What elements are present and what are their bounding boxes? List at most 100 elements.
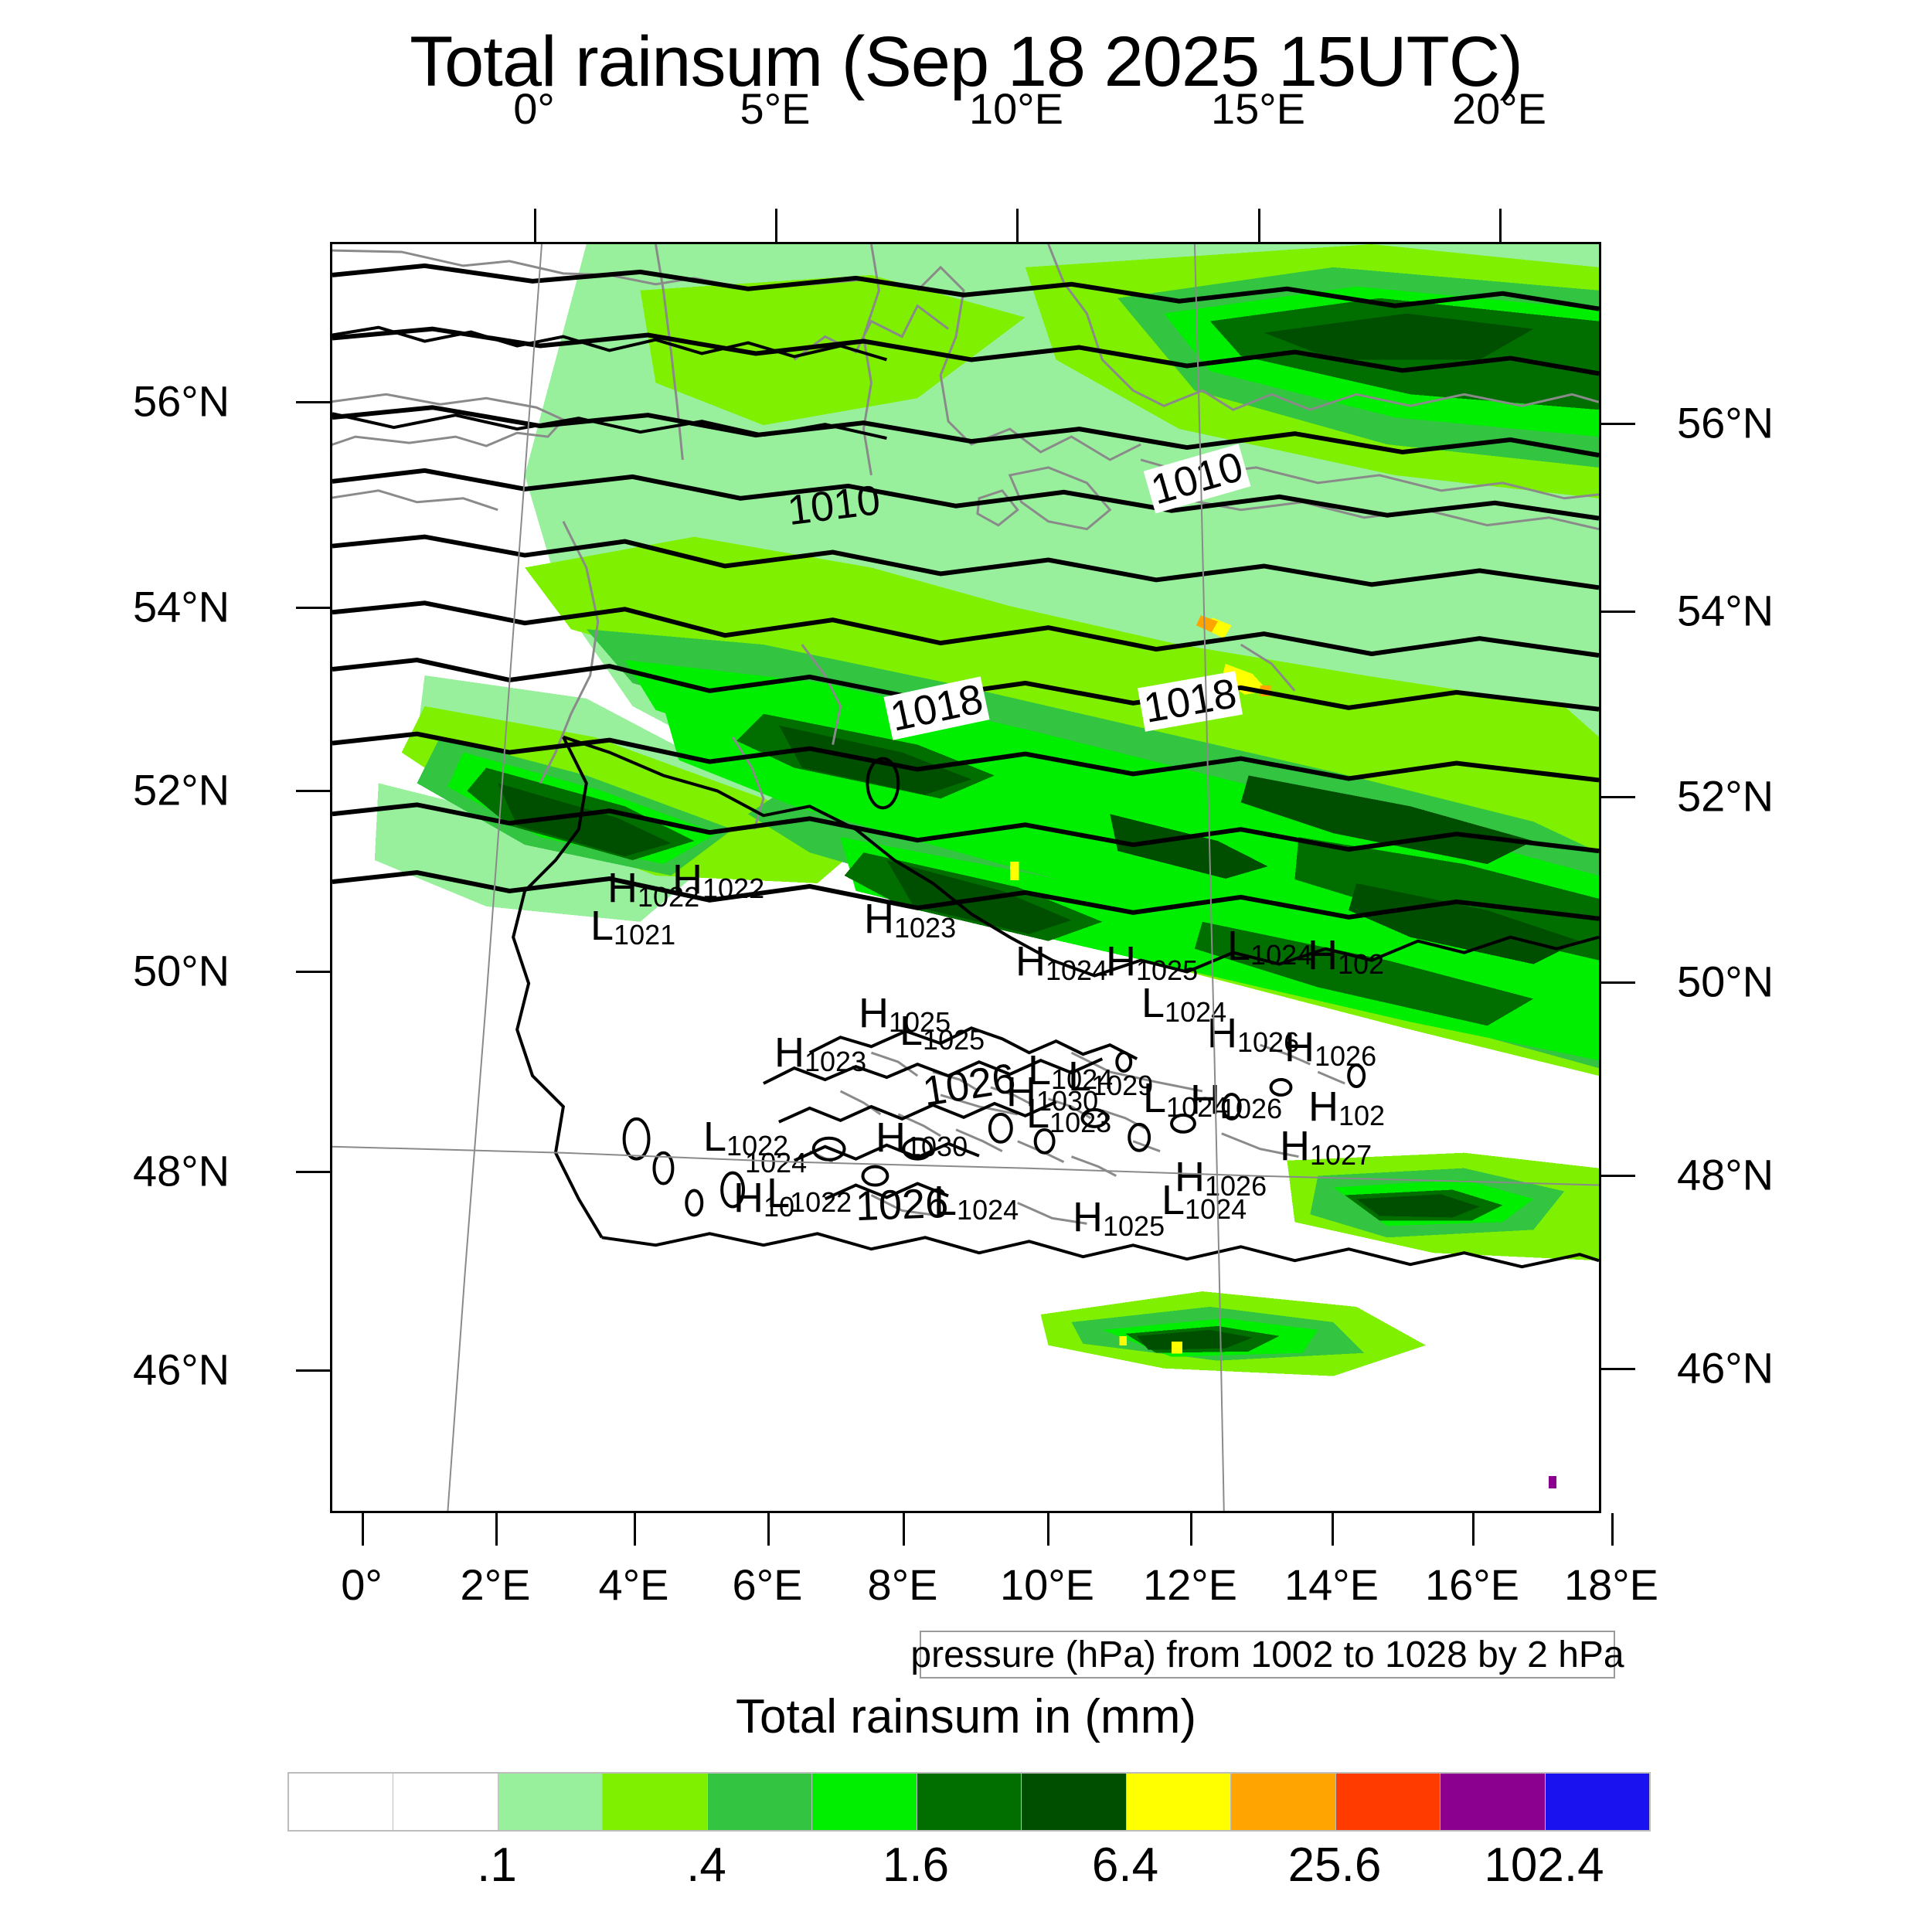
colorbar-cell: [603, 1774, 708, 1830]
axis-tick-mark: [1047, 1513, 1049, 1546]
precip-band-darkest-green: [1264, 313, 1534, 360]
pressure-center-high: H1022: [607, 867, 699, 911]
colorbar-cell: [1335, 1774, 1441, 1830]
axis-tick-mark: [362, 1513, 364, 1546]
axis-tick-mark: [296, 971, 330, 973]
pressure-center-value: 1024: [1185, 1193, 1247, 1225]
pressure-legend: pressure (hPa) from 1002 to 1028 by 2 hP…: [910, 1631, 1624, 1679]
pressure-center-value: 1024: [957, 1194, 1019, 1226]
axis-tick-mark: [1611, 1513, 1614, 1546]
bottom-axis-tick-5: 10°E: [999, 1560, 1095, 1609]
axis-tick-mark: [1472, 1513, 1475, 1546]
right-axis-tick-5: 46°N: [1677, 1343, 1774, 1393]
map-panel[interactable]: 1010 1010 1018 1018 1026 1026 H1022 H102…: [330, 242, 1601, 1513]
precip-cell-purple: [1549, 1476, 1557, 1489]
pressure-center-value: 1026: [1237, 1026, 1300, 1058]
pressure-center-type: H: [1190, 1077, 1220, 1123]
axis-tick-mark: [534, 209, 536, 242]
right-axis-tick-4: 48°N: [1677, 1150, 1774, 1199]
pressure-center-high: H1030: [1006, 1071, 1098, 1115]
pressure-center-type: H: [1284, 1024, 1315, 1070]
pressure-center-value: 1026: [1315, 1040, 1377, 1072]
left-axis-tick-2: 52°N: [133, 765, 230, 815]
axis-tick-mark: [296, 1171, 330, 1173]
colorbar[interactable]: [287, 1772, 1651, 1832]
precip-cell-yellow: [1119, 1335, 1128, 1345]
colorbar-tick-0: .1: [477, 1838, 517, 1892]
pressure-center-high: H1026: [1284, 1026, 1376, 1070]
axis-tick-mark: [1258, 209, 1260, 242]
pressure-center-type: H: [672, 856, 702, 903]
pressure-center-low: L1024: [1162, 1179, 1247, 1223]
pressure-center-type: L: [934, 1178, 957, 1224]
pressure-center-type: L: [590, 903, 614, 949]
colorbar-tick-2: 1.6: [882, 1838, 950, 1892]
pressure-center-value: 1026: [1220, 1093, 1283, 1124]
pressure-center-type: H: [607, 865, 638, 911]
left-axis-tick-3: 50°N: [133, 946, 230, 995]
border-layer: [332, 325, 1599, 1269]
pressure-center-type: L: [1026, 1090, 1050, 1137]
left-axis-tick-1: 54°N: [133, 582, 230, 631]
bottom-axis-tick-7: 14°E: [1284, 1560, 1379, 1609]
bottom-axis-tick-0: 0°: [341, 1560, 383, 1609]
axis-tick-mark: [296, 790, 330, 792]
right-axis-tick-0: 56°N: [1677, 398, 1774, 447]
pressure-center-low: L1025: [900, 1010, 985, 1054]
precip-cell-yellow: [1172, 1341, 1182, 1354]
top-axis-tick-0: 0°: [513, 84, 555, 133]
pressure-center-type: H: [774, 1029, 804, 1076]
pressure-center-value: 1023: [804, 1046, 867, 1077]
pressure-center-high: H102: [1308, 1086, 1385, 1130]
map-canvas: [332, 244, 1599, 1489]
pressure-center-value: 1021: [614, 919, 676, 951]
colorbar-cell: [1440, 1774, 1546, 1830]
axis-tick-mark: [1601, 1368, 1635, 1370]
left-axis-tick-5: 46°N: [133, 1345, 230, 1394]
left-axis-tick-0: 56°N: [133, 376, 230, 426]
colorbar-cell: [498, 1774, 604, 1830]
axis-tick-mark: [1190, 1513, 1192, 1546]
precip-band-dark-green: [1194, 921, 1534, 1026]
pressure-center-value: 1029: [1091, 1070, 1154, 1101]
precip-band-darkest-green: [1240, 775, 1534, 865]
pressure-center-high: H1027: [1280, 1125, 1372, 1169]
colorbar-cell: [1231, 1774, 1336, 1830]
pressure-center-value: 1025: [1136, 954, 1199, 986]
pressure-center-high: H1025: [859, 992, 951, 1036]
pressure-center-high: H1025: [1106, 940, 1198, 985]
right-axis-tick-2: 52°N: [1677, 771, 1774, 821]
pressure-center-value: 1025: [1103, 1210, 1165, 1242]
axis-tick-mark: [1601, 796, 1635, 798]
axis-tick-mark: [1601, 1175, 1635, 1177]
precip-cell-yellow: [1009, 862, 1019, 880]
pressure-center-value: 1025: [923, 1024, 985, 1056]
pressure-center-value: 102: [1338, 1100, 1386, 1131]
pressure-center-high: H102: [1308, 934, 1384, 978]
pressure-center-type: H: [1207, 1010, 1237, 1056]
axis-tick-mark: [775, 209, 777, 242]
bottom-axis-tick-3: 6°E: [732, 1560, 803, 1609]
pressure-center-type: H: [1106, 938, 1136, 985]
colorbar-cell: [1022, 1774, 1127, 1830]
pressure-center-value: 1022: [790, 1186, 852, 1218]
axis-tick-mark: [296, 607, 330, 609]
pressure-legend-text: pressure (hPa) from 1002 to 1028 by 2 hP…: [910, 1634, 1624, 1675]
colorbar-tick-3: 6.4: [1091, 1838, 1159, 1892]
axis-tick-mark: [1332, 1513, 1334, 1546]
pressure-center-type: L: [1068, 1053, 1092, 1100]
top-axis-tick-4: 20°E: [1451, 84, 1547, 133]
pressure-center-value: 1027: [1310, 1139, 1372, 1171]
pressure-center-low: L1029: [1068, 1056, 1153, 1100]
bottom-axis-tick-1: 2°E: [460, 1560, 531, 1609]
pressure-center-type: L: [1162, 1177, 1185, 1223]
colorbar-cell: [707, 1774, 813, 1830]
bottom-axis-tick-8: 16°E: [1424, 1560, 1520, 1609]
pressure-center-type: L: [767, 1170, 791, 1216]
pressure-center-value: 1024: [1051, 1063, 1114, 1095]
top-axis-tick-2: 10°E: [968, 84, 1064, 133]
pressure-center-value: 1025: [889, 1006, 951, 1038]
pressure-center-type: H: [1073, 1194, 1103, 1240]
pressure-center-type: L: [900, 1008, 923, 1054]
pressure-center-type: H: [733, 1175, 764, 1221]
